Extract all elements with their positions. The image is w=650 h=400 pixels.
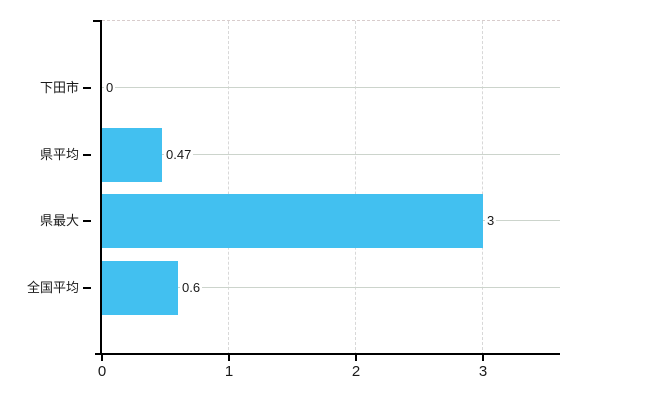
- h-gridline: [102, 287, 560, 288]
- bar-value-label: 0: [104, 80, 116, 95]
- v-gridline: [355, 21, 356, 355]
- bar: [102, 128, 162, 182]
- x-tick-label: 2: [351, 363, 361, 380]
- y-axis: [100, 21, 102, 355]
- x-tick-label: 3: [478, 363, 488, 380]
- category-label: 下田市: [39, 80, 79, 95]
- category-label: 全国平均: [26, 280, 79, 295]
- x-tick-label: 1: [224, 363, 234, 380]
- x-tick-label: 0: [97, 363, 107, 380]
- v-gridline: [228, 21, 229, 355]
- y-axis-top-tick: [93, 20, 102, 22]
- h-gridline: [102, 87, 560, 88]
- x-axis: [95, 353, 560, 355]
- y-tick: [83, 87, 91, 89]
- bar: [102, 261, 178, 315]
- h-gridline: [102, 154, 560, 155]
- x-tick: [355, 355, 357, 361]
- y-tick: [83, 154, 91, 156]
- x-tick: [482, 355, 484, 361]
- y-tick: [83, 287, 91, 289]
- bar-value-label: 0.6: [180, 280, 203, 295]
- category-label: 県平均: [39, 147, 79, 162]
- bar-value-label: 0.47: [164, 147, 194, 162]
- plot-top-border: [102, 20, 560, 21]
- y-tick: [83, 220, 91, 222]
- bar-value-label: 3: [485, 213, 497, 228]
- x-tick: [228, 355, 230, 361]
- v-gridline: [482, 21, 483, 355]
- x-tick: [101, 355, 103, 361]
- category-label: 県最大: [39, 213, 79, 228]
- bar: [102, 194, 483, 248]
